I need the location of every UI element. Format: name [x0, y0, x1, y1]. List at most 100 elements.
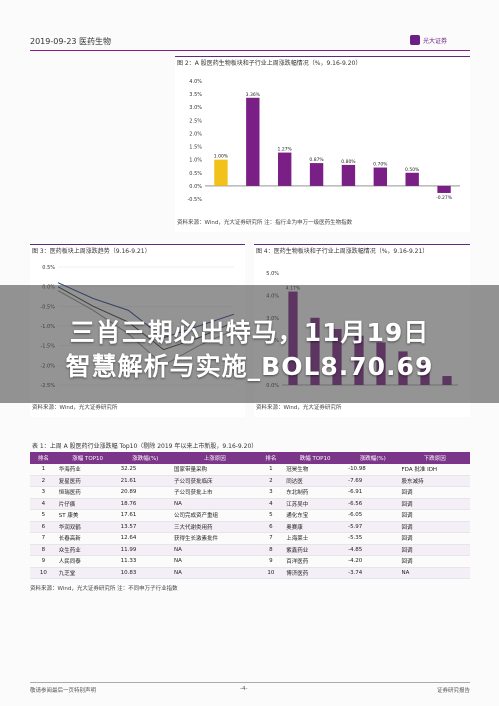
table-cell: 5	[30, 509, 57, 522]
table-cell: 股东减持	[399, 475, 470, 487]
table-header-cell: 涨跌幅(%)	[118, 452, 173, 464]
fig2-value-label: 1.27%	[278, 147, 293, 153]
table-cell: 回调	[399, 555, 470, 568]
table-row: 10 九芝堂 10.83 NA 10 博济医药 -3.74 NA	[30, 567, 470, 579]
table-cell: 回调	[399, 521, 470, 533]
table-cell: 博济医药	[284, 567, 347, 579]
table-cell: -4.20	[346, 555, 400, 568]
table-row: 1 华海药业 32.25 国家带量采购 1 冠昊生物 -10.98 FDA 批准 IDH	[30, 464, 470, 476]
fig2-bar	[405, 172, 419, 186]
table-cell: 国家带量采购	[172, 464, 258, 476]
table-cell: 7	[257, 532, 285, 545]
table-source: 资料来源：Wind，光大证券研究所 注：不同申万子行业指数	[30, 586, 178, 592]
table-cell: 10	[30, 567, 57, 579]
table-cell: 华润双鹤	[56, 521, 119, 533]
table-row: 5 ST 康美 17.61 公司完成资产重组 5 通化东宝 -6.05 回调	[30, 509, 470, 522]
table-cell: -6.56	[346, 498, 400, 510]
table-cell: 华海药业	[56, 464, 119, 476]
logo-icon	[410, 35, 420, 45]
fig2-value-label: 0.70%	[373, 162, 388, 168]
table-cell: 复星医药	[56, 475, 119, 487]
table-header-cell: 涨跌幅(%)	[346, 452, 400, 464]
table-header-cell: 排名	[257, 452, 285, 464]
page-number: -4-	[240, 686, 248, 692]
fig2-ytick-label: 0.5%	[189, 171, 202, 177]
table-cell: 20.89	[118, 486, 173, 499]
table-cell: -5.97	[346, 521, 400, 533]
figure-4-caption: 图 4：医药生物板块和子行业上周涨跌幅情况（%，9.16-9.21）	[256, 248, 429, 255]
fig2-bar	[341, 164, 356, 186]
table-cell: NA	[172, 567, 258, 579]
table-cell: -10.98	[346, 464, 400, 476]
figure-2: 图 2：A 股医药生物板块和子行业上周涨跌幅情况（%，9.16-9.20） 4.…	[175, 56, 470, 232]
top10-table: 排名 涨幅 TOP10 涨跌幅(%) 上涨原因 排名 跌幅 TOP10 涨跌幅(%) 下跌原因…	[30, 452, 470, 579]
fig2-ytick-label: 4.0%	[189, 79, 202, 85]
fig2-bar	[214, 159, 228, 186]
table-cell: 32.25	[118, 464, 173, 476]
figure-4-source: 资料来源：Wind，光大证券研究所	[256, 405, 342, 411]
table-cell: 紫鑫药业	[284, 544, 347, 556]
table-row: 6 华润双鹤 13.57 三大代谢类用药 6 奥赛康 -5.97 回调	[30, 521, 470, 533]
table-cell: NA	[172, 555, 258, 568]
table-cell: 人民同泰	[56, 555, 119, 568]
fig2-value-label: 0.50%	[405, 167, 420, 173]
fig2-value-label: 0.80%	[341, 159, 356, 165]
table-cell: 冠昊生物	[284, 464, 347, 476]
fig2-ytick-label: 2.5%	[189, 118, 202, 124]
table-cell: 回调	[399, 532, 470, 545]
table-cell: -7.69	[346, 475, 400, 487]
fig2-ytick-label: 1.5%	[189, 145, 202, 151]
figure-3-caption: 图 3：医药板块上周涨跌趋势（9.16-9.21）	[32, 248, 151, 255]
fig2-value-label: 0.87%	[309, 157, 324, 163]
table-cell: 5	[257, 509, 285, 522]
table-cell: 13.57	[118, 521, 173, 533]
table-cell: -4.85	[346, 544, 400, 556]
table-cell: NA	[172, 544, 258, 556]
overlay-banner: 三肖三期必出特马，11月19日 智慧解析与实施_BOL8.70.69	[0, 285, 499, 403]
table-header-row: 排名 涨幅 TOP10 涨跌幅(%) 上涨原因 排名 跌幅 TOP10 涨跌幅(%) 下跌原因	[30, 452, 470, 464]
fig4-ytick-label: 5.0%	[266, 271, 279, 277]
table-cell: -6.91	[346, 486, 400, 499]
fig2-ytick-label: 3.5%	[189, 92, 202, 98]
fig3-ytick-label: 0.5%	[42, 265, 55, 271]
table-cell: 11.99	[118, 544, 173, 556]
page-header: 2019-09-23 医药生物 光大证券	[30, 30, 470, 51]
table-row: 3 恒瑞医药 20.89 子公司获批上市 3 东北制药 -6.91 回调	[30, 486, 470, 499]
table-cell: 1	[30, 464, 57, 476]
table-cell: 8	[257, 544, 285, 556]
table-cell: 获得生长激素批件	[172, 532, 258, 545]
table-cell: 恒瑞医药	[56, 486, 119, 499]
figure-2-caption: 图 2：A 股医药生物板块和子行业上周涨跌幅情况（%，9.16-9.20）	[177, 60, 362, 67]
table-cell: 奥赛康	[284, 521, 347, 533]
footer-right: 证券研究报告	[436, 688, 470, 694]
table-cell: 9	[30, 555, 57, 568]
table-cell: 18.76	[118, 498, 173, 510]
table-cell: 东北制药	[284, 486, 347, 499]
table-header-cell: 涨幅 TOP10	[56, 452, 119, 464]
figure-2-source: 资料来源：Wind，光大证券研究所 注：指行业为申万一级医药生物指数	[177, 220, 353, 226]
broker-logo: 光大证券	[410, 34, 470, 46]
table-cell: 11.33	[118, 555, 173, 568]
table-caption: 表 1：上周 A 股医药行业涨跌幅 Top10（剔除 2019 年以来上市新股，…	[32, 443, 258, 450]
table-cell: 1	[257, 464, 285, 476]
table-cell: 片仔癀	[56, 498, 119, 510]
table-header-cell: 下跌原因	[399, 452, 470, 464]
table-cell: 回调	[399, 498, 470, 510]
banner-line-2: 智慧解析与实施_BOL8.70.69	[65, 352, 434, 381]
fig2-ytick-label: -0.5%	[187, 197, 202, 203]
table-header-cell: 排名	[30, 452, 57, 464]
logo-text: 光大证券	[423, 37, 448, 45]
table-row: 4 片仔癀 18.76 NA 4 江苏吴中 -6.56 回调	[30, 498, 470, 510]
table-cell: 10.83	[118, 567, 173, 579]
fig2-ytick-label: 0.0%	[189, 184, 202, 190]
table-cell: 4	[30, 498, 57, 510]
fig2-bar	[277, 152, 292, 186]
table-cell: 子公司获批临床	[172, 475, 258, 487]
table-cell: 2	[257, 475, 285, 487]
table-cell: 长春高新	[56, 532, 119, 545]
fig2-ytick-label: 1.0%	[189, 158, 202, 164]
table-cell: 通化东宝	[284, 509, 347, 522]
table-cell: NA	[172, 498, 258, 510]
table-cell: -5.35	[346, 532, 400, 545]
